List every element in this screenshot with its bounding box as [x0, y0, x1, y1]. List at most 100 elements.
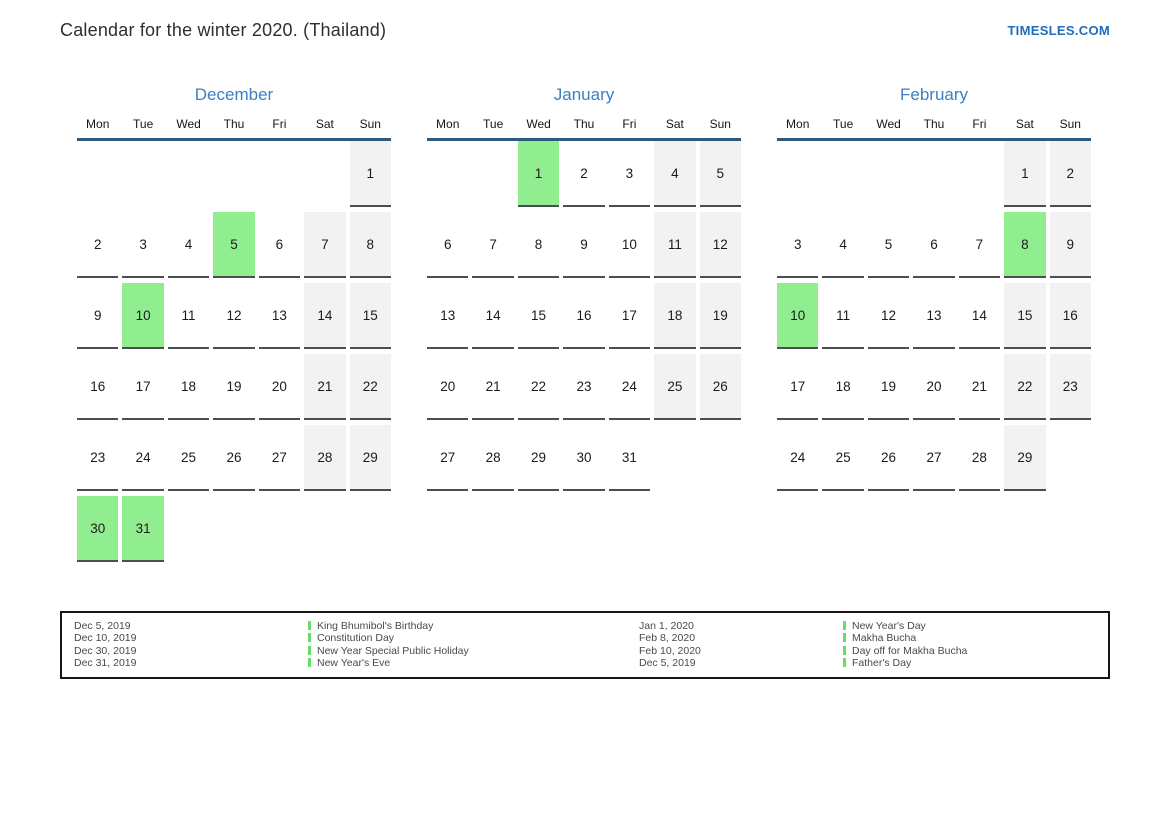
legend-holiday-name: King Bhumibol's Birthday [317, 620, 434, 632]
day-cell-empty [427, 141, 468, 207]
legend-holiday-name: Day off for Makha Bucha [852, 644, 968, 657]
legend-holiday-name: New Year's Eve [317, 657, 391, 670]
weekday-label-sun: Sun [709, 117, 731, 131]
legend-holiday-name: Father's Day [852, 657, 912, 670]
day-cell-empty [259, 141, 300, 207]
legend-name-column: New Year's Day Makha Bucha Day off for Mak… [843, 620, 1108, 670]
day-cell-weekend: 8 [349, 212, 391, 278]
day-cell-normal: 11 [822, 283, 864, 349]
day-cell-normal: 5 [867, 212, 910, 278]
legend-entry: New Year Special Public Holiday [308, 645, 639, 657]
day-cell-normal: 26 [213, 425, 255, 491]
month-february: February Mon Tue Wed Thu Fri Sat Sun 1 2 3 4 5 6 7 8 9 10… [777, 84, 1091, 567]
weekday-label-thu: Thu [923, 117, 945, 131]
site-link[interactable]: TIMESLES.COM [1007, 23, 1110, 38]
day-cell-weekend: 19 [699, 283, 741, 349]
day-cell-normal: 19 [867, 354, 910, 420]
day-cell-weekend: 4 [654, 141, 696, 207]
day-cell-normal: 9 [563, 212, 605, 278]
day-cell-normal: 18 [167, 354, 210, 420]
holiday-legend: Dec 5, 2019 Dec 10, 2019 Dec 30, 2019 Dec 3… [60, 611, 1110, 679]
legend-entry: Father's Day [843, 657, 1108, 669]
day-cell-normal: 27 [913, 425, 955, 491]
day-cell-normal: 27 [258, 425, 301, 491]
week-row: 9 10 11 12 13 14 15 [77, 283, 391, 349]
week-row: 24 25 26 27 28 29 [777, 425, 1091, 491]
weekday-label-sat: Sat [665, 117, 684, 131]
day-cell-normal: 4 [167, 212, 210, 278]
weekday-label-wed: Wed [176, 117, 201, 131]
day-cell-normal: 3 [777, 212, 819, 278]
legend-entry: Day off for Makha Bucha [843, 645, 1108, 657]
day-cell-weekend: 29 [349, 425, 391, 491]
day-cell-normal: 20 [258, 354, 301, 420]
day-cell-normal: 17 [608, 283, 651, 349]
day-cell-holiday: 10 [122, 283, 164, 349]
day-cell-normal: 28 [472, 425, 514, 491]
weekday-label-sun: Sun [1059, 117, 1081, 131]
day-cell-normal: 14 [958, 283, 1001, 349]
day-cell-normal: 6 [258, 212, 301, 278]
legend-date-column: Dec 5, 2019 Dec 10, 2019 Dec 30, 2019 Dec 3… [74, 620, 308, 670]
day-cell-empty [472, 141, 513, 207]
day-cell-normal: 4 [822, 212, 864, 278]
day-cell-empty [822, 141, 863, 207]
day-cell-weekend: 16 [1049, 283, 1091, 349]
legend-date: Feb 10, 2020 [639, 644, 701, 657]
day-cell-holiday: 5 [213, 212, 255, 278]
day-cell-normal: 6 [913, 212, 955, 278]
legend-date: Feb 8, 2020 [639, 632, 696, 645]
legend-entry: Constitution Day [308, 632, 639, 644]
weekday-label-tue: Tue [133, 117, 154, 131]
day-cell-holiday: 8 [1004, 212, 1046, 278]
day-cell-normal: 20 [427, 354, 469, 420]
day-cell-normal: 2 [563, 141, 605, 207]
day-cell-weekend: 22 [1004, 354, 1046, 420]
day-cell-empty [168, 496, 209, 562]
weekday-label-thu: Thu [223, 117, 245, 131]
day-cell-normal: 21 [958, 354, 1001, 420]
day-cell-normal: 16 [77, 354, 119, 420]
legend-entry: New Year's Day [843, 620, 1108, 632]
week-row: 1 [77, 141, 391, 207]
legend-date: Dec 10, 2019 [74, 632, 137, 645]
day-cell-empty [77, 141, 118, 207]
legend-holiday-name: New Year's Day [852, 620, 926, 632]
weekday-label-sat: Sat [315, 117, 334, 131]
day-cell-empty [304, 496, 345, 562]
legend-date: Dec 31, 2019 [74, 657, 137, 670]
weekday-header-row: Mon Tue Wed Thu Fri Sat Sun [77, 117, 391, 141]
legend-date: Dec 5, 2019 [74, 620, 131, 632]
day-cell-weekend: 23 [1049, 354, 1091, 420]
holiday-marker-icon [308, 621, 311, 630]
day-cell-normal: 12 [867, 283, 910, 349]
week-row: 16 17 18 19 20 21 22 [77, 354, 391, 420]
day-cell-empty [777, 141, 818, 207]
day-cell-empty [350, 496, 391, 562]
weekday-label-sun: Sun [359, 117, 381, 131]
weekday-label-wed: Wed [526, 117, 551, 131]
day-cell-weekend: 11 [654, 212, 696, 278]
month-title: December [194, 85, 274, 104]
day-cell-weekend: 9 [1049, 212, 1091, 278]
day-cell-normal: 12 [213, 283, 255, 349]
day-cell-normal: 18 [822, 354, 864, 420]
day-cell-weekend: 1 [349, 141, 391, 207]
weekday-label-mon: Mon [86, 117, 110, 131]
day-cell-normal: 15 [517, 283, 560, 349]
day-cell-weekend: 12 [699, 212, 741, 278]
day-cell-holiday: 31 [122, 496, 164, 562]
day-cell-normal: 3 [608, 141, 651, 207]
weekday-label-tue: Tue [833, 117, 854, 131]
day-cell-empty [122, 141, 163, 207]
day-cell-normal: 24 [122, 425, 164, 491]
day-cell-empty [913, 141, 954, 207]
day-cell-normal: 28 [958, 425, 1001, 491]
day-cell-normal: 30 [563, 425, 605, 491]
weekday-label-fri: Fri [622, 117, 637, 131]
day-cell-empty [654, 425, 695, 491]
weekday-header-row: Mon Tue Wed Thu Fri Sat Sun [427, 117, 741, 141]
